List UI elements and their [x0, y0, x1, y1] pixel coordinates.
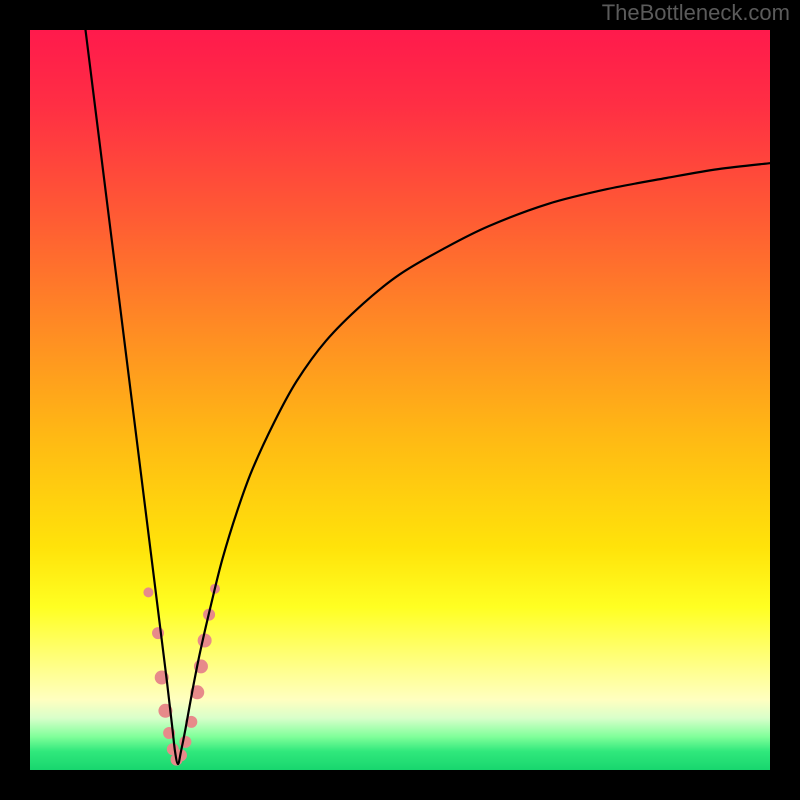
chart-svg [0, 0, 800, 800]
plot-background-gradient [30, 30, 770, 770]
data-marker [143, 587, 153, 597]
chart-container: TheBottleneck.com [0, 0, 800, 800]
watermark-text: TheBottleneck.com [602, 0, 790, 26]
